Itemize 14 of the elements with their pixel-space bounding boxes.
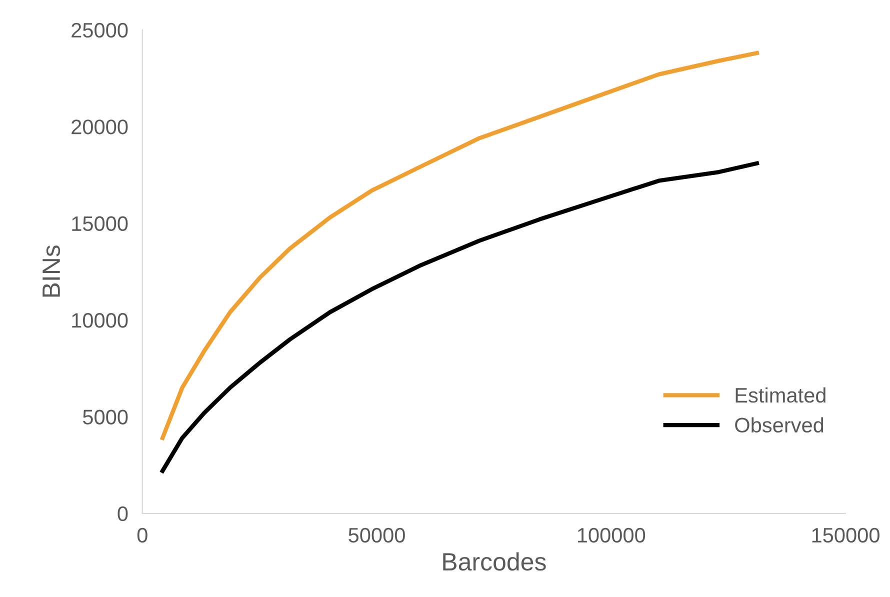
y-axis-title: BINs	[42, 245, 60, 297]
x-tick-label: 150000	[812, 528, 880, 543]
y-tick-label: 5000	[83, 410, 128, 424]
y-tick-label: 15000	[72, 216, 128, 232]
x-tick-label: 100000	[578, 528, 646, 543]
y-tick-label: 0	[118, 506, 128, 522]
x-axis-title: Barcodes	[443, 552, 546, 571]
y-tick-label: 25000	[72, 22, 128, 38]
x-tick-label: 50000	[348, 528, 405, 543]
legend-label: Observed	[735, 417, 824, 433]
y-tick-label: 20000	[72, 120, 128, 134]
x-tick-label: 0	[137, 528, 148, 543]
legend-label: Estimated	[736, 387, 826, 403]
y-tick-label: 10000	[72, 312, 128, 328]
